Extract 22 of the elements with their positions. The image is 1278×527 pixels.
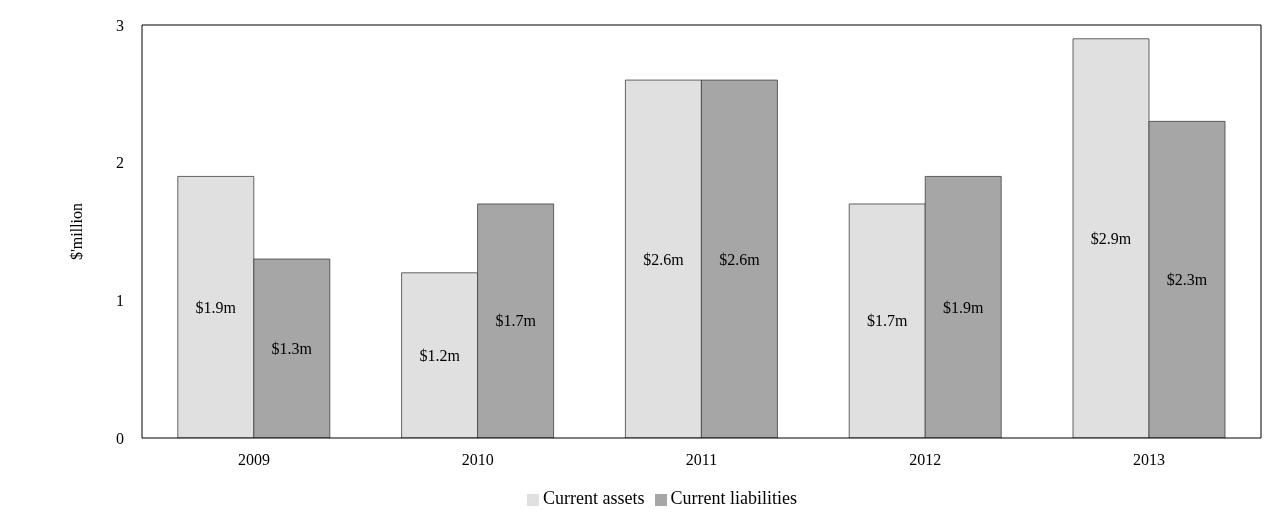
legend-label: Current liabilities xyxy=(670,488,797,508)
x-tick-label: 2010 xyxy=(461,451,494,469)
data-label: $2.6m xyxy=(643,250,685,268)
y-tick-label: 1 xyxy=(116,292,124,310)
y-tick-label: 0 xyxy=(116,429,124,447)
data-label: $1.7m xyxy=(495,312,537,330)
data-label: $1.7m xyxy=(866,312,908,330)
x-tick-label: 2011 xyxy=(685,451,718,469)
legend-label: Current assets xyxy=(543,488,645,508)
data-label: $2.9m xyxy=(1090,229,1132,247)
data-label: $1.2m xyxy=(419,346,461,364)
x-tick-label: 2009 xyxy=(237,451,270,469)
x-tick-label: 2012 xyxy=(909,451,942,469)
y-tick-label: 2 xyxy=(116,154,124,172)
data-label: $2.6m xyxy=(719,250,761,268)
data-label: $1.3m xyxy=(271,340,313,358)
y-axis-title: $'million xyxy=(67,202,85,261)
data-label: $2.3m xyxy=(1166,271,1208,289)
data-label: $1.9m xyxy=(195,298,237,316)
x-tick-label: 2013 xyxy=(1133,451,1166,469)
data-label: $1.9m xyxy=(942,298,984,316)
y-tick-label: 3 xyxy=(116,16,124,34)
